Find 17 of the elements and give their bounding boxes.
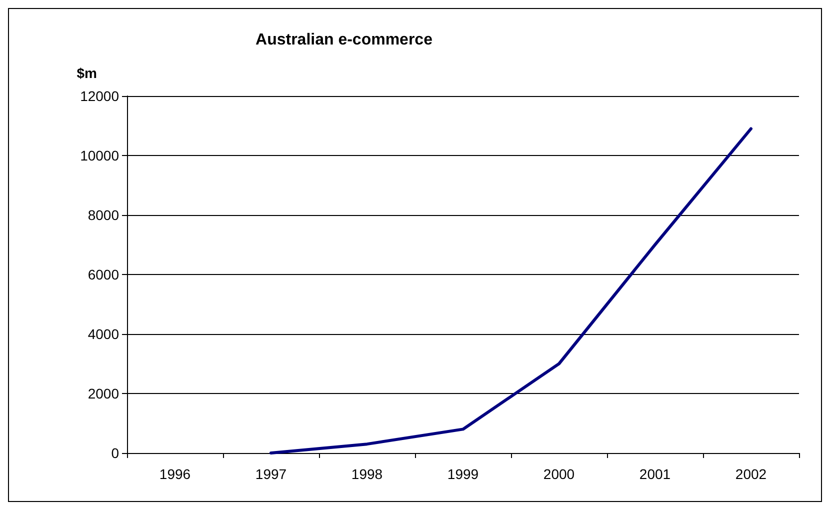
y-tick-label: 0 xyxy=(111,445,120,461)
x-tick-label: 2002 xyxy=(735,466,767,482)
x-tick-label: 2001 xyxy=(639,466,671,482)
x-tick-label: 1998 xyxy=(351,466,383,482)
x-tick-label: 1996 xyxy=(159,466,191,482)
x-tick-label: 1999 xyxy=(447,466,479,482)
line-series xyxy=(270,127,752,454)
y-tick-label: 8000 xyxy=(88,207,120,223)
y-tick-label: 6000 xyxy=(88,266,120,282)
chart-title: Australian e-commerce xyxy=(256,32,433,48)
x-tick-label: 2000 xyxy=(543,466,575,482)
y-tick-label: 12000 xyxy=(80,88,120,104)
y-axis-title: $m xyxy=(76,65,97,81)
y-tick-label: 10000 xyxy=(80,148,120,164)
x-tick-label: 1997 xyxy=(255,466,287,482)
y-tick-label: 4000 xyxy=(88,326,120,342)
y-tick-label: 2000 xyxy=(88,386,120,402)
